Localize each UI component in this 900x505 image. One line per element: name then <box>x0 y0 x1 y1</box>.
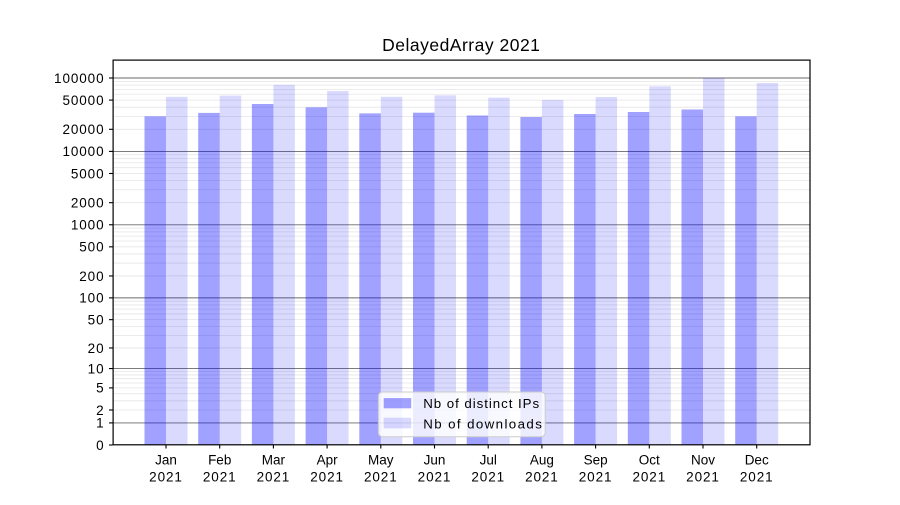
svg-text:Nb of downloads: Nb of downloads <box>423 417 543 432</box>
svg-text:0: 0 <box>96 438 104 453</box>
svg-text:500: 500 <box>79 240 104 255</box>
svg-text:2021: 2021 <box>525 469 559 484</box>
svg-text:5000: 5000 <box>71 166 105 181</box>
svg-text:100: 100 <box>79 291 104 306</box>
svg-text:2021: 2021 <box>686 469 720 484</box>
svg-text:1000: 1000 <box>71 218 105 233</box>
svg-text:50000: 50000 <box>62 93 104 108</box>
svg-text:2021: 2021 <box>149 469 183 484</box>
svg-text:10000: 10000 <box>62 144 104 159</box>
svg-text:2: 2 <box>96 403 104 418</box>
svg-text:Nov: Nov <box>691 452 715 467</box>
svg-text:2021: 2021 <box>364 469 398 484</box>
svg-text:Dec: Dec <box>745 452 769 467</box>
svg-text:Sep: Sep <box>584 452 608 467</box>
svg-text:2021: 2021 <box>740 469 774 484</box>
svg-text:20000: 20000 <box>62 122 104 137</box>
svg-text:2021: 2021 <box>418 469 452 484</box>
svg-text:2021: 2021 <box>203 469 237 484</box>
svg-text:DelayedArray 2021: DelayedArray 2021 <box>382 35 540 55</box>
svg-text:2000: 2000 <box>71 195 105 210</box>
svg-text:Mar: Mar <box>262 452 286 467</box>
svg-text:Apr: Apr <box>317 452 339 467</box>
svg-text:May: May <box>368 452 394 467</box>
svg-text:2021: 2021 <box>310 469 344 484</box>
svg-text:2021: 2021 <box>632 469 666 484</box>
svg-text:Aug: Aug <box>530 452 554 467</box>
svg-text:Nb of distinct IPs: Nb of distinct IPs <box>423 396 540 411</box>
svg-text:Oct: Oct <box>639 452 660 467</box>
svg-text:Jan: Jan <box>155 452 177 467</box>
svg-text:Feb: Feb <box>208 452 231 467</box>
svg-text:Jul: Jul <box>480 452 497 467</box>
svg-text:200: 200 <box>79 269 104 284</box>
svg-text:2021: 2021 <box>471 469 505 484</box>
svg-text:Jun: Jun <box>424 452 446 467</box>
svg-text:100000: 100000 <box>54 71 104 86</box>
svg-text:2021: 2021 <box>257 469 291 484</box>
svg-text:50: 50 <box>88 312 105 327</box>
svg-text:5: 5 <box>96 381 104 396</box>
svg-text:10: 10 <box>88 361 105 376</box>
svg-text:20: 20 <box>88 341 105 356</box>
svg-text:1: 1 <box>96 416 104 431</box>
svg-text:2021: 2021 <box>579 469 613 484</box>
